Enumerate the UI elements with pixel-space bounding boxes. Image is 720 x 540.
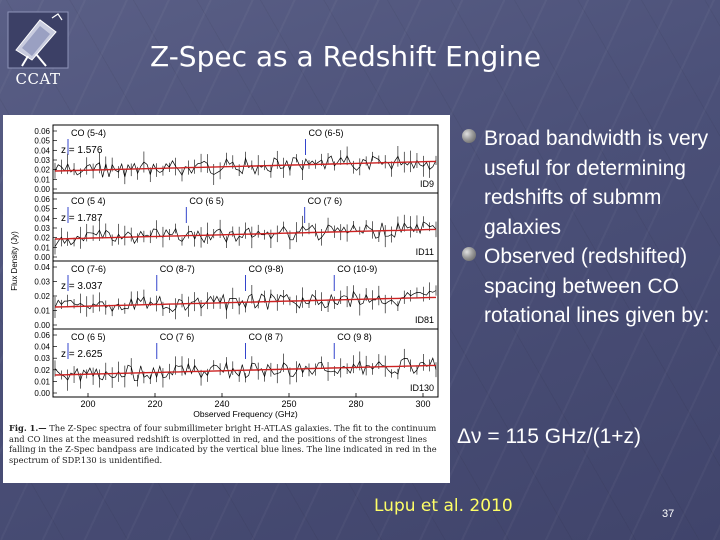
- co-line-label: CO (9-8): [249, 264, 284, 274]
- bullet-text: Broad bandwidth is very useful for deter…: [484, 127, 709, 239]
- y-tick-label: 0.01: [34, 307, 50, 316]
- spectrum-trace: [54, 154, 437, 178]
- y-tick-label: 0.00: [34, 185, 50, 194]
- co-line-label: CO (7 6): [308, 196, 343, 206]
- co-line-label: CO (5 4): [71, 196, 106, 206]
- bullet-item: Observed (redshifted) spacing between CO…: [462, 242, 712, 331]
- telescope-icon: [7, 11, 69, 69]
- x-axis-label: Observed Frequency (GHz): [193, 409, 298, 419]
- y-tick-label: 0.01: [34, 377, 50, 386]
- co-line-label: CO (10-9): [337, 264, 377, 274]
- redshift-label: z = 3.037: [61, 281, 103, 292]
- x-tick-label: 200: [80, 399, 95, 409]
- spectra-plot: Flux Density (Jy) 200 220 240 250 280 300 Obser…: [10, 124, 439, 419]
- y-tick-label: 0.05: [34, 137, 50, 146]
- slide-title: Z-Spec as a Redshift Engine: [150, 40, 542, 73]
- caption-lead: Fig. 1.—: [9, 423, 47, 433]
- y-tick-label: 0.03: [34, 278, 50, 287]
- spectrum-trace: [54, 357, 437, 383]
- x-tick-label: 220: [147, 399, 162, 409]
- y-tick-label: 0.04: [34, 343, 50, 352]
- ccat-logo: CCAT: [6, 10, 70, 90]
- y-tick-label: 0.00: [34, 321, 50, 330]
- co-line-label: CO (6 5): [71, 332, 106, 342]
- caption-text: The Z-Spec spectra of four submillimeter…: [9, 423, 437, 465]
- source-id: ID130: [410, 383, 434, 393]
- y-tick-label: 0.00: [34, 389, 50, 398]
- y-tick-label: 0.02: [34, 166, 50, 175]
- y-axis-label: Flux Density (Jy): [10, 231, 19, 291]
- co-line-label: CO (9 8): [337, 332, 372, 342]
- y-tick-label: 0.02: [34, 234, 50, 243]
- co-line-label: CO (6 5): [189, 196, 224, 206]
- y-tick-label: 0.04: [34, 214, 50, 223]
- y-tick-label: 0.06: [34, 195, 50, 204]
- bullet-text: Observed (redshifted) spacing between CO…: [484, 245, 710, 327]
- spectrum-trace: [54, 290, 437, 313]
- co-line-label: CO (6-5): [309, 128, 344, 138]
- bullet-icon: [462, 129, 476, 143]
- bullet-item: Broad bandwidth is very useful for deter…: [462, 124, 712, 242]
- continuum-fit: [54, 228, 437, 240]
- y-tick-label: 0.02: [34, 366, 50, 375]
- spectrum-trace: [54, 221, 437, 247]
- co-line-label: CO (7-6): [71, 264, 106, 274]
- x-tick-label: 250: [281, 399, 296, 409]
- co-line-label: CO (8-7): [160, 264, 195, 274]
- redshift-label: z = 1.576: [61, 145, 103, 156]
- redshift-label: z = 2.625: [61, 349, 103, 360]
- x-tick-label: 280: [348, 399, 363, 409]
- redshift-formula: Δν = 115 GHz/(1+z): [457, 425, 642, 448]
- continuum-fit: [54, 364, 437, 376]
- y-tick-label: 0.02: [34, 292, 50, 301]
- co-line-label: CO (7 6): [160, 332, 195, 342]
- continuum-fit: [54, 296, 437, 308]
- continuum-fit: [54, 160, 437, 172]
- co-line-label: CO (8 7): [249, 332, 284, 342]
- y-tick-label: 0.04: [34, 263, 50, 272]
- y-tick-label: 0.00: [34, 253, 50, 262]
- x-tick-label: 240: [214, 399, 229, 409]
- y-tick-label: 0.06: [34, 127, 50, 136]
- spectra-figure: Flux Density (Jy) 200 220 240 250 280 300 Obser…: [3, 115, 450, 483]
- x-tick-label: 300: [415, 399, 430, 409]
- logo-text: CCAT: [15, 70, 61, 88]
- y-tick-label: 0.03: [34, 224, 50, 233]
- redshift-label: z = 1.787: [61, 213, 103, 224]
- co-line-label: CO (5-4): [71, 128, 106, 138]
- y-tick-label: 0.06: [34, 331, 50, 340]
- bullet-icon: [462, 247, 476, 261]
- source-id: ID11: [416, 247, 434, 257]
- y-tick-label: 0.04: [34, 146, 50, 155]
- y-tick-label: 0.03: [34, 354, 50, 363]
- citation: Lupu et al. 2010: [374, 496, 513, 516]
- y-tick-label: 0.03: [34, 156, 50, 165]
- source-id: ID81: [415, 315, 434, 325]
- source-id: ID9: [420, 179, 434, 189]
- figure-caption: Fig. 1.— The Z-Spec spectra of four subm…: [9, 423, 445, 465]
- page-number: 37: [662, 508, 675, 520]
- y-tick-label: 0.01: [34, 243, 50, 252]
- y-tick-label: 0.01: [34, 175, 50, 184]
- y-tick-label: 0.05: [34, 205, 50, 214]
- bullet-list: Broad bandwidth is very useful for deter…: [462, 124, 712, 331]
